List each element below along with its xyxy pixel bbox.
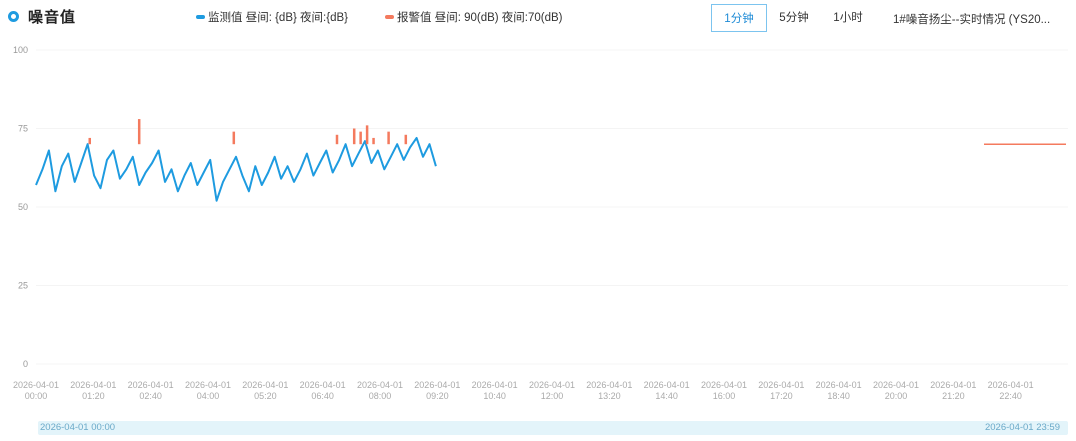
x-tick-label: 2026-04-01 22:40 xyxy=(988,380,1034,401)
x-tick-label: 2026-04-01 14:40 xyxy=(644,380,690,401)
chart-header: 噪音值 监测值 昼间: {dB} 夜间:{dB} 报警值 昼间: 90(dB) … xyxy=(0,0,1076,36)
interval-tabs: 1分钟 5分钟 1小时 xyxy=(711,4,875,32)
zoom-end-label: 2026-04-01 23:59 xyxy=(984,422,1060,433)
x-tick-label: 2026-04-01 09:20 xyxy=(414,380,460,401)
y-gridlines xyxy=(36,49,1068,365)
x-axis: 2026-04-01 00:00 2026-04-01 01:20 2026-04-01… xyxy=(13,380,1034,401)
legend-label-alarm: 报警值 昼间: 90(dB) 夜间:70(dB) xyxy=(397,12,563,24)
x-tick-label: 2026-04-01 01:20 xyxy=(70,380,116,401)
title-group: 噪音值 xyxy=(8,6,76,27)
station-selector[interactable]: 1#噪音扬尘--实时情况 (YS20... xyxy=(893,14,1051,26)
series-group xyxy=(35,119,1066,202)
y-axis: 0 25 50 75 100 xyxy=(13,45,28,369)
legend-item-alarm[interactable]: 报警值 昼间: 90(dB) 夜间:70(dB) xyxy=(385,9,563,25)
series-line-monitor xyxy=(35,136,437,202)
x-tick-label: 2026-04-01 08:00 xyxy=(357,380,403,401)
x-tick-label: 2026-04-01 13:20 xyxy=(586,380,632,401)
chart-title: 噪音值 xyxy=(28,9,77,26)
ring-icon xyxy=(8,11,19,22)
y-tick-label: 75 xyxy=(18,124,28,134)
x-tick-label: 2026-04-01 00:00 xyxy=(13,380,59,401)
noise-line-chart: 0 25 50 75 100 2026-04-01 00:00 2026-04-01 01:2… xyxy=(13,45,1068,401)
y-tick-label: 25 xyxy=(18,281,28,291)
tab-5-minutes[interactable]: 5分钟 xyxy=(779,12,809,24)
legend-label-monitor: 监测值 昼间: {dB} 夜间:{dB} xyxy=(208,12,348,24)
y-tick-label: 100 xyxy=(13,45,28,55)
legend-swatch-monitor xyxy=(196,15,205,19)
x-tick-label: 2026-04-01 18:40 xyxy=(816,380,862,401)
x-tick-label: 2026-04-01 12:00 xyxy=(529,380,575,401)
x-tick-label: 2026-04-01 21:20 xyxy=(930,380,976,401)
x-tick-label: 2026-04-01 10:40 xyxy=(472,380,518,401)
tab-1-hour[interactable]: 1小时 xyxy=(833,12,863,24)
x-tick-label: 2026-04-01 02:40 xyxy=(128,380,174,401)
legend-item-monitor[interactable]: 监测值 昼间: {dB} 夜间:{dB} xyxy=(196,9,348,25)
y-tick-label: 0 xyxy=(23,359,28,369)
x-tick-label: 2026-04-01 06:40 xyxy=(300,380,346,401)
zoom-slider[interactable]: 2026-04-01 00:00 2026-04-01 23:59 xyxy=(38,421,1068,435)
y-tick-label: 50 xyxy=(18,202,28,212)
x-tick-label: 2026-04-01 17:20 xyxy=(758,380,804,401)
x-tick-label: 2026-04-01 20:00 xyxy=(873,380,919,401)
x-tick-label: 2026-04-01 16:00 xyxy=(701,380,747,401)
x-tick-label: 2026-04-01 04:00 xyxy=(185,380,231,401)
legend-swatch-alarm xyxy=(385,15,394,19)
x-tick-label: 2026-04-01 05:20 xyxy=(242,380,288,401)
tab-1-minute[interactable]: 1分钟 xyxy=(711,4,767,32)
zoom-start-label: 2026-04-01 00:00 xyxy=(40,422,116,433)
